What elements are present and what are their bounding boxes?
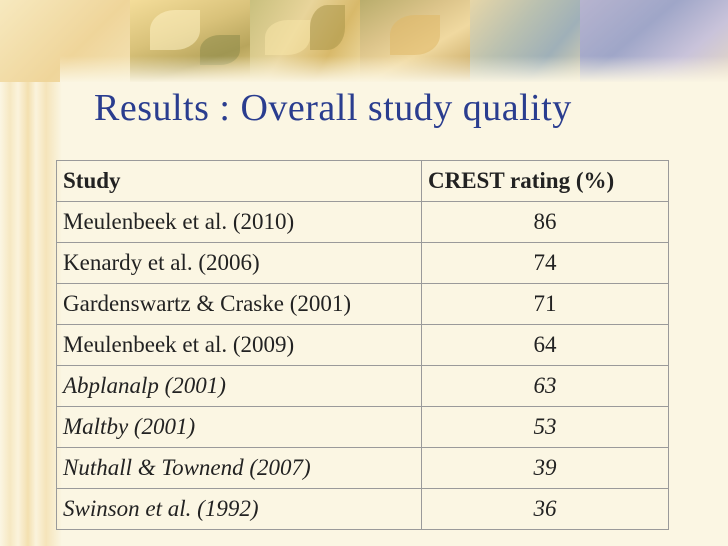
decorative-banner [0,0,728,82]
rating-cell: 39 [421,447,669,489]
rating-cell: 71 [421,283,669,325]
table-row: Meulenbeek et al. (2009) 64 [56,324,669,366]
study-cell: Meulenbeek et al. (2010) [56,201,422,243]
rating-cell: 36 [421,488,669,530]
slide-title: Results : Overall study quality [94,87,572,129]
rating-cell: 64 [421,324,669,366]
table-row: Meulenbeek et al. (2010) 86 [56,201,669,243]
study-column-header: Study [56,160,422,202]
rating-cell: 86 [421,201,669,243]
crest-ratings-table: Study CREST rating (%) Meulenbeek et al.… [56,160,669,530]
table-row: Gardenswartz & Craske (2001) 71 [56,283,669,325]
table-row: Kenardy et al. (2006) 74 [56,242,669,284]
decorative-stripes [0,0,62,546]
study-cell: Swinson et al. (1992) [56,488,422,530]
table-row: Abplanalp (2001) 63 [56,365,669,407]
table-row: Nuthall & Townend (2007) 39 [56,447,669,489]
rating-cell: 74 [421,242,669,284]
rating-column-header: CREST rating (%) [421,160,669,202]
study-cell: Gardenswartz & Craske (2001) [56,283,422,325]
study-cell: Maltby (2001) [56,406,422,448]
table-row: Maltby (2001) 53 [56,406,669,448]
table-body: Meulenbeek et al. (2010) 86 Kenardy et al.… [56,201,669,530]
banner-fade [60,56,728,82]
study-cell: Meulenbeek et al. (2009) [56,324,422,366]
rating-cell: 53 [421,406,669,448]
table-header-row: Study CREST rating (%) [56,160,669,202]
study-cell: Kenardy et al. (2006) [56,242,422,284]
study-cell: Nuthall & Townend (2007) [56,447,422,489]
rating-cell: 63 [421,365,669,407]
table-row: Swinson et al. (1992) 36 [56,488,669,530]
study-cell: Abplanalp (2001) [56,365,422,407]
